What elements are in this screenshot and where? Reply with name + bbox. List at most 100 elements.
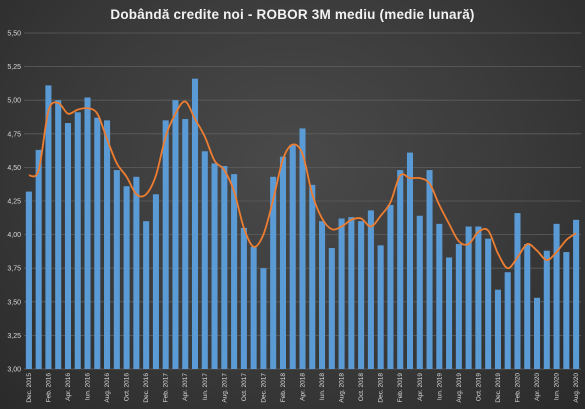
- bar: [143, 221, 150, 369]
- bar: [348, 217, 355, 369]
- bar: [231, 174, 238, 369]
- bar: [162, 120, 169, 369]
- line-layer: [28, 100, 577, 270]
- bar: [426, 170, 433, 369]
- x-tick-label: Aug. 2020: [573, 373, 580, 403]
- y-tick-label: 3,00: [7, 367, 21, 374]
- x-tick-label: Oct. 2017: [241, 373, 248, 402]
- bar: [133, 176, 140, 369]
- bar: [455, 244, 462, 369]
- series-line: [28, 100, 577, 270]
- bar: [104, 120, 111, 369]
- bar: [485, 238, 492, 369]
- bar: [436, 223, 443, 369]
- bar: [45, 85, 52, 369]
- bar: [172, 100, 179, 369]
- bar: [543, 250, 550, 369]
- bar: [240, 227, 247, 369]
- bar: [74, 112, 81, 370]
- y-tick-label: 3,25: [7, 333, 21, 340]
- x-tick-label: Apr. 2018: [300, 373, 307, 401]
- x-tick-label: Iun. 2020: [554, 373, 561, 400]
- y-tick-label: 3,50: [7, 299, 21, 306]
- bar: [211, 163, 218, 369]
- bar: [55, 100, 62, 369]
- bar: [553, 223, 560, 369]
- bar: [377, 245, 384, 369]
- x-tick-label: Feb. 2019: [397, 373, 404, 403]
- bar: [152, 194, 159, 369]
- x-tick-label: Dec. 2016: [143, 373, 150, 403]
- bar: [358, 221, 365, 369]
- x-tick-label: Feb. 2018: [280, 373, 287, 403]
- bar: [514, 213, 521, 369]
- y-tick-label: 3,75: [7, 266, 21, 273]
- bar: [250, 246, 257, 369]
- bar: [465, 226, 472, 369]
- bar: [475, 226, 482, 369]
- x-tick-label: Apr. 2016: [65, 373, 72, 401]
- bar: [406, 152, 414, 369]
- y-axis-tick-labels: 3,00 3,25 3,50 3,75 4,00 4,25 4,50 4,75 5,00 5,25…: [7, 31, 21, 374]
- y-tick-label: 5,50: [7, 31, 21, 38]
- y-tick-label: 4,75: [7, 131, 21, 138]
- x-tick-label: Feb. 2016: [45, 373, 52, 403]
- x-tick-label: Dec. 2015: [26, 373, 33, 403]
- bar: [191, 78, 199, 370]
- bar: [533, 297, 541, 369]
- x-axis-tick-labels: Dec. 2015 Feb. 2016 Apr. 2016 Iun. 2016 Aug.…: [26, 373, 580, 403]
- x-tick-label: Feb. 2020: [514, 373, 521, 403]
- y-tick-label: 4,00: [7, 232, 21, 239]
- x-tick-label: Apr. 2020: [534, 373, 541, 401]
- bar: [494, 289, 501, 369]
- x-tick-label: Aug. 2019: [456, 373, 463, 403]
- bar: [299, 128, 306, 369]
- x-tick-label: Apr. 2017: [182, 373, 189, 401]
- x-tick-label: Dec. 2018: [378, 373, 385, 403]
- bar: [84, 97, 91, 370]
- y-tick-label: 4,50: [7, 165, 21, 172]
- x-tick-label: Dec. 2017: [260, 373, 267, 403]
- bar: [328, 248, 335, 369]
- x-tick-label: Iun. 2017: [202, 373, 209, 400]
- x-tick-label: Iun. 2018: [319, 373, 326, 400]
- bar: [182, 119, 189, 370]
- bar: [563, 252, 570, 369]
- bar: [221, 166, 228, 369]
- bar: [309, 184, 316, 369]
- chart-title: Dobândă credite noi - ROBOR 3M mediu (me…: [110, 7, 475, 22]
- x-tick-label: Oct. 2019: [475, 373, 482, 402]
- bar: [338, 218, 345, 369]
- bar: [113, 170, 120, 369]
- x-tick-label: Aug. 2016: [104, 373, 111, 403]
- bar: [367, 210, 374, 369]
- y-tick-label: 5,25: [7, 64, 21, 71]
- x-tick-label: Iun. 2019: [436, 373, 443, 400]
- y-tick-label: 4,25: [7, 199, 21, 206]
- bar: [524, 244, 531, 369]
- bar: [25, 191, 32, 369]
- bar: [319, 221, 326, 369]
- bar: [504, 272, 511, 369]
- x-tick-label: Feb. 2017: [163, 373, 170, 403]
- bar: [35, 149, 42, 369]
- bar: [279, 156, 286, 369]
- bar: [387, 205, 394, 369]
- bar: [260, 268, 267, 369]
- bar: [289, 144, 296, 369]
- x-tick-label: Oct. 2018: [358, 373, 365, 402]
- bar: [201, 151, 208, 369]
- bar: [416, 215, 423, 369]
- x-tick-label: Iun. 2016: [85, 373, 92, 400]
- bar: [573, 219, 580, 369]
- bar: [270, 176, 277, 369]
- bar: [123, 186, 130, 369]
- x-tick-label: Aug. 2017: [221, 373, 228, 403]
- x-tick-label: Oct. 2016: [124, 373, 131, 402]
- bar-layer: [25, 78, 580, 370]
- bar: [397, 170, 404, 369]
- bar: [94, 117, 101, 369]
- x-tick-label: Apr. 2019: [417, 373, 424, 401]
